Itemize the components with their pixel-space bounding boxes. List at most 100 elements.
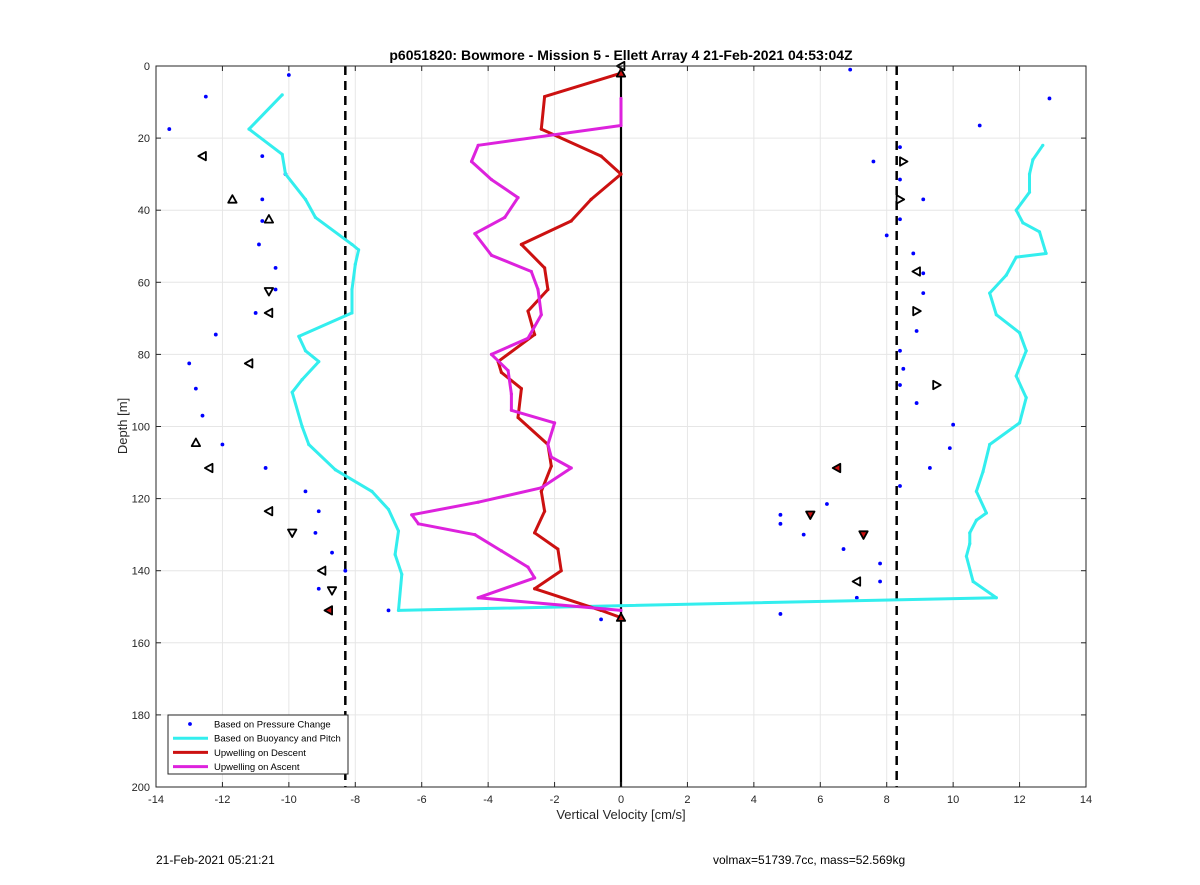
descent-upwelling-line-vertex	[599, 154, 603, 158]
reference-lines	[344, 66, 898, 787]
ascent-upwelling-line-vertex	[539, 313, 543, 317]
buoyancy-pitch-line-vertex	[396, 529, 401, 533]
pressure-change-point	[778, 521, 783, 526]
ascent-upwelling-line-vertex	[473, 533, 477, 537]
direction-marker	[805, 510, 816, 520]
ascent-upwelling-line-vertex	[509, 392, 513, 396]
pressure-change-point	[599, 617, 603, 622]
pressure-change-point	[921, 291, 926, 296]
buoyancy-pitch-line-vertex	[1027, 172, 1032, 176]
pressure-change-point	[303, 489, 308, 494]
buoyancy-pitch-line-vertex	[984, 511, 988, 515]
direction-marker	[323, 605, 334, 616]
buoyancy-pitch-line-vertex	[290, 390, 294, 394]
pressure-change-point	[825, 502, 829, 506]
pressure-change-point	[778, 612, 783, 616]
buoyancy-pitch-line-vertex	[300, 378, 304, 382]
buoyancy-pitch-line-vertex	[1021, 221, 1025, 225]
x-tick-label: 12	[1013, 794, 1025, 806]
direction-marker	[263, 307, 274, 319]
ascent-upwelling-line-vertex	[526, 565, 530, 569]
direction-marker	[911, 266, 921, 277]
pressure-change-point	[921, 197, 926, 202]
descent-upwelling-line-vertex	[543, 266, 547, 270]
descent-upwelling-line-vertex	[556, 547, 560, 551]
legend-label: Based on Pressure Change	[214, 720, 331, 731]
pressure-change-point	[878, 561, 882, 566]
direction-marker	[316, 565, 327, 576]
y-tick-label: 120	[132, 494, 150, 506]
descent-upwelling-line-vertex	[519, 387, 523, 391]
descent-upwelling-line-vertex	[533, 332, 537, 337]
buoyancy-pitch-line-vertex	[313, 215, 318, 220]
buoyancy-pitch-line-vertex	[1024, 349, 1028, 353]
x-axis-label: Vertical Velocity [cm/s]	[556, 807, 685, 822]
pressure-change-point	[898, 383, 902, 387]
ascent-upwelling-line-vertex	[489, 253, 494, 257]
pressure-change-point	[898, 177, 902, 182]
buoyancy-pitch-line-vertex	[988, 291, 992, 295]
ascent-upwelling-line-vertex	[416, 522, 420, 526]
descent-upwelling-line-vertex	[533, 531, 537, 535]
pressure-change-point	[921, 271, 926, 276]
buoyancy-pitch-line-vertex	[303, 349, 308, 353]
descent-upwelling-line-vertex	[519, 242, 523, 247]
buoyancy-pitch-line-vertex	[1037, 230, 1042, 234]
pressure-change-point	[200, 413, 205, 418]
buoyancy-pitch-line-vertex	[971, 579, 975, 584]
buoyancy-pitch-line-vertex	[350, 242, 354, 247]
direction-marker	[263, 214, 275, 224]
buoyancy-pitch-line-vertex	[386, 507, 391, 512]
descent-upwelling-line-vertex	[533, 587, 537, 591]
pressure-change-point	[878, 579, 882, 584]
buoyancy-pitch-line-vertex	[974, 489, 978, 493]
ascent-upwelling-line-vertex	[546, 442, 550, 447]
y-tick-label: 60	[138, 277, 150, 289]
buoyancy-pitch-line-vertex	[283, 172, 288, 176]
buoyancy-pitch-line-vertex	[396, 608, 401, 612]
pressure-change-point	[871, 159, 876, 164]
pressure-change-point	[911, 251, 916, 256]
legend-swatch-pressure	[188, 722, 192, 726]
buoyancy-pitch-line-vertex	[247, 127, 251, 131]
pressure-change-point	[778, 512, 783, 517]
buoyancy-pitch-line-vertex	[393, 552, 397, 557]
pressure-change-point	[273, 287, 278, 292]
ascent-upwelling-line-vertex	[529, 269, 533, 274]
pressure-change-point	[927, 466, 932, 470]
descent-upwelling-line-vertex	[516, 415, 520, 420]
x-tick-label: 0	[618, 794, 624, 806]
y-tick-label: 100	[132, 422, 150, 434]
ascent-upwelling-line-vertex	[473, 232, 477, 236]
ascent-upwelling-line-vertex	[476, 500, 480, 504]
pressure-change-point	[898, 217, 902, 222]
buoyancy-pitch-line-vertex	[968, 531, 972, 535]
buoyancy-pitch-line	[247, 93, 1048, 612]
legend: Based on Pressure Change Based on Buoyanc…	[167, 714, 349, 775]
direction-marker	[615, 612, 627, 622]
buoyancy-pitch-line-vertex	[307, 442, 311, 447]
y-tick-label: 40	[138, 205, 150, 217]
pressure-change-point	[951, 422, 956, 427]
y-tick-label: 140	[132, 566, 150, 578]
descent-upwelling-line-vertex	[589, 197, 593, 201]
buoyancy-pitch-line-vertex	[1027, 190, 1032, 194]
pressure-change-point	[801, 532, 806, 537]
pressure-change-point	[253, 311, 258, 315]
descent-upwelling-line-vertex	[539, 489, 543, 493]
buoyancy-pitch-line-vertex	[317, 360, 321, 364]
ascent-upwelling-line-vertex	[549, 455, 553, 459]
pressure-change-point	[313, 530, 318, 535]
pressure-change-point	[260, 154, 265, 159]
buoyancy-pitch-line-vertex	[400, 572, 404, 576]
pressure-change-point	[263, 466, 268, 470]
ascent-upwelling-line-vertex	[499, 549, 504, 553]
buoyancy-pitch-line-vertex	[981, 469, 985, 474]
direction-markers	[190, 60, 942, 622]
buoyancy-pitch-line-vertex	[333, 468, 337, 472]
pressure-change-point	[203, 94, 208, 99]
ascent-upwelling-line-vertex	[516, 195, 520, 200]
x-tick-label: -12	[214, 794, 230, 806]
chart-title: p6051820: Bowmore - Mission 5 - Ellett A…	[389, 47, 853, 63]
x-tick-label: 4	[751, 794, 757, 806]
